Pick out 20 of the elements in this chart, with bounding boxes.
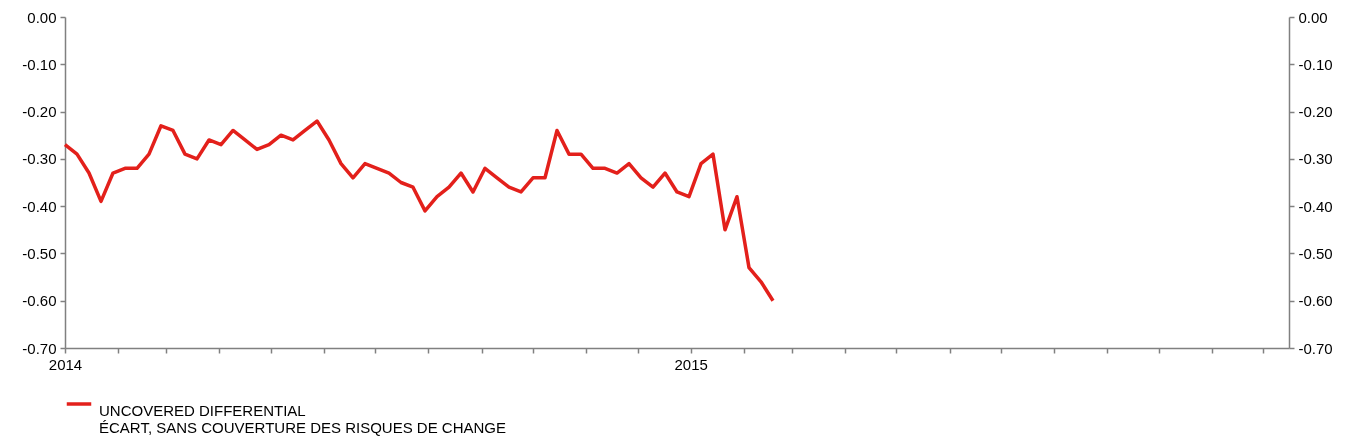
y-tick-label: -0.30: [22, 150, 57, 168]
y-tick-label: -0.50: [22, 244, 57, 262]
y-tick-label: -0.70: [22, 339, 57, 357]
y2-tick-label: -0.40: [1298, 197, 1333, 215]
y-tick-label: 0.00: [27, 8, 57, 26]
y-tick-label: -0.60: [22, 292, 57, 310]
y2-tick-label: -0.60: [1298, 292, 1333, 310]
legend-label: UNCOVERED DIFFERENTIAL ÉCART, SANS COUVERTURE DES RISQUES DE CHANGE: [99, 402, 507, 436]
y2-tick-label: 0.00: [1298, 8, 1328, 26]
y2-tick-label: -0.10: [1298, 55, 1333, 73]
y2-tick-label: -0.70: [1298, 339, 1333, 357]
x-tick-label: 2015: [674, 355, 708, 373]
y2-tick-label: -0.30: [1298, 150, 1333, 168]
x-tick-label: 2014: [48, 355, 83, 373]
line-series: [63, 119, 775, 303]
y2-tick-label: -0.20: [1298, 103, 1333, 121]
y-tick-label: -0.40: [22, 197, 57, 215]
y-tick-label: -0.20: [22, 103, 57, 121]
y-tick-label: -0.10: [22, 55, 57, 73]
y2-tick-label: -0.50: [1298, 244, 1333, 262]
